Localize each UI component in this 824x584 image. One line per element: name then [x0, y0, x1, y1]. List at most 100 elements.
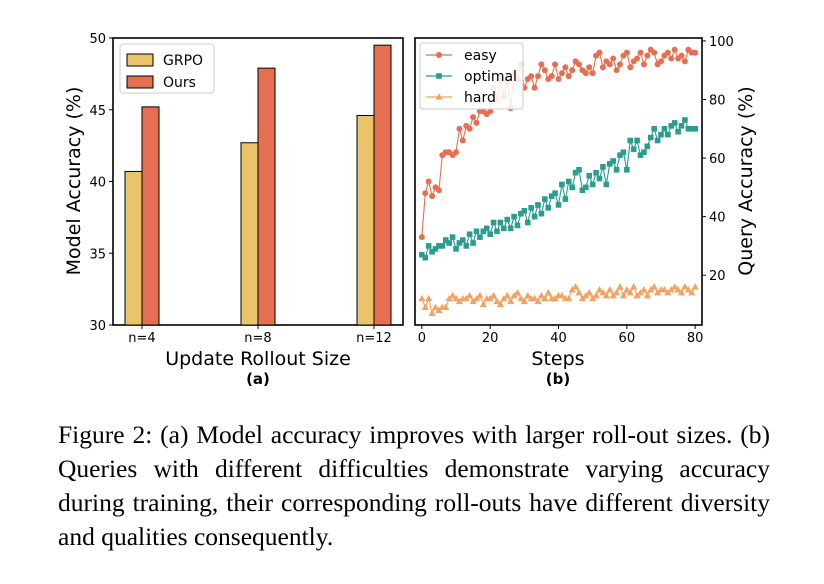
- point-easy: [555, 76, 562, 82]
- series-easy: [418, 46, 699, 241]
- point-hard: [630, 283, 638, 290]
- point-hard: [595, 286, 604, 293]
- point-easy: [623, 49, 630, 56]
- point-hard: [681, 283, 689, 290]
- point-optimal: [671, 120, 678, 126]
- point-easy: [429, 193, 436, 200]
- point-optimal: [460, 237, 466, 243]
- point-hard: [493, 297, 501, 305]
- point-optimal: [600, 164, 606, 170]
- point-easy: [418, 234, 425, 241]
- point-easy: [668, 55, 675, 62]
- point-hard: [575, 288, 583, 296]
- point-optimal: [477, 234, 483, 240]
- panel-b-legend: easy optimal hard: [419, 42, 524, 110]
- point-easy: [528, 73, 535, 80]
- point-optimal: [501, 225, 507, 232]
- panel-a-legend: GRPO Ours: [119, 43, 215, 94]
- point-optimal: [610, 158, 616, 164]
- point-optimal: [589, 181, 596, 188]
- point-hard: [452, 294, 460, 302]
- point-easy: [664, 49, 671, 56]
- legend-marker-optimal: [436, 73, 442, 79]
- point-easy: [473, 119, 480, 126]
- point-hard: [619, 291, 628, 299]
- legend-label-easy: easy: [464, 48, 497, 64]
- point-optimal: [603, 181, 610, 188]
- point-optimal: [453, 246, 459, 252]
- point-easy: [637, 49, 644, 56]
- point-easy: [658, 58, 664, 65]
- point-hard: [626, 288, 634, 296]
- point-hard: [558, 291, 566, 299]
- panel-a-bar-chart: 30 35 40 45 50 n=4 n=8 n=12 Model Accuracy (%)…: [63, 32, 404, 388]
- point-easy: [681, 58, 688, 65]
- panel-a-y-axis-label: Model Accuracy (%): [63, 87, 85, 276]
- point-optimal: [473, 228, 480, 235]
- panel-a-label: (a): [246, 370, 270, 388]
- point-optimal: [466, 231, 473, 238]
- point-easy: [531, 84, 538, 91]
- point-hard: [623, 286, 631, 293]
- x-tick-label: n=8: [244, 331, 271, 346]
- point-optimal: [542, 196, 548, 202]
- point-optimal: [538, 210, 545, 217]
- point-optimal: [446, 240, 452, 246]
- point-easy: [456, 125, 463, 132]
- point-hard: [688, 288, 696, 296]
- series-hard: [418, 283, 699, 316]
- point-hard: [431, 303, 440, 311]
- point-optimal: [442, 237, 449, 243]
- x-tick-label: 40: [550, 331, 567, 346]
- point-easy: [644, 52, 651, 59]
- point-optimal: [620, 149, 627, 156]
- y-tick-label: 40: [709, 211, 726, 226]
- point-optimal: [596, 175, 603, 182]
- point-easy: [599, 64, 606, 71]
- point-hard: [534, 297, 542, 305]
- point-hard: [616, 283, 624, 290]
- point-hard: [541, 294, 549, 302]
- x-tick-label: n=4: [128, 331, 155, 346]
- point-optimal: [504, 216, 511, 223]
- panel-b-line-chart: 20 40 60 80 100 0 20 40 60 80 Query Accuracy (%)…: [414, 35, 757, 388]
- point-optimal: [644, 143, 651, 150]
- point-optimal: [545, 205, 552, 211]
- point-easy: [678, 52, 685, 59]
- point-hard: [565, 294, 573, 302]
- point-easy: [692, 49, 699, 56]
- point-optimal: [692, 125, 698, 132]
- point-easy: [617, 61, 623, 68]
- point-optimal: [682, 117, 688, 123]
- point-easy: [589, 70, 596, 77]
- point-easy: [435, 187, 442, 194]
- point-optimal: [586, 172, 593, 179]
- point-optimal: [439, 243, 446, 249]
- point-easy: [422, 190, 429, 197]
- point-hard: [442, 303, 450, 311]
- point-hard: [660, 286, 669, 293]
- point-optimal: [470, 240, 476, 246]
- point-hard: [544, 288, 552, 296]
- point-optimal: [624, 166, 630, 173]
- point-hard: [476, 291, 484, 299]
- point-optimal: [518, 210, 524, 217]
- point-easy: [651, 49, 658, 56]
- point-easy: [466, 125, 473, 132]
- point-optimal: [432, 246, 439, 252]
- point-optimal: [576, 166, 582, 173]
- panel-a-x-axis-label: Update Rollout Size: [165, 348, 351, 370]
- point-hard: [612, 288, 621, 296]
- legend-label-grpo: GRPO: [163, 53, 203, 69]
- point-hard: [602, 291, 610, 299]
- point-optimal: [665, 131, 671, 138]
- point-optimal: [548, 193, 555, 199]
- y-tick-label: 100: [709, 35, 734, 50]
- point-optimal: [494, 228, 500, 235]
- point-optimal: [524, 219, 531, 226]
- point-optimal: [606, 161, 613, 167]
- point-easy: [459, 137, 466, 144]
- point-optimal: [419, 251, 425, 258]
- y-tick-label: 35: [89, 247, 106, 262]
- point-optimal: [562, 196, 569, 202]
